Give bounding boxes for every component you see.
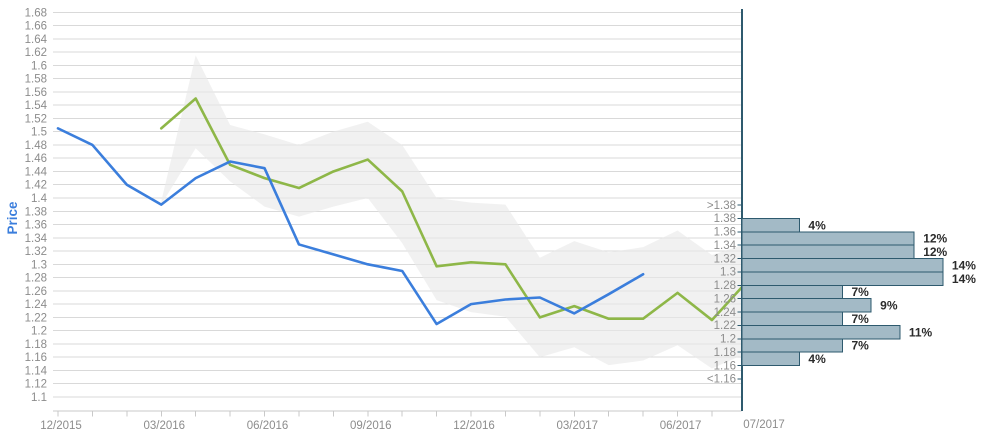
histogram-bin-label: >1.38 xyxy=(707,200,736,212)
histogram-bin-label: 1.3 xyxy=(720,267,736,279)
y-tick-label: 1.24 xyxy=(25,299,48,311)
x-tick-label: 09/2016 xyxy=(350,420,392,432)
y-tick-label: 1.26 xyxy=(25,286,47,298)
x-axis-forecast-date-label: 07/2017 xyxy=(743,419,785,431)
y-tick-label: 1.18 xyxy=(25,339,47,351)
y-tick-label: 1.34 xyxy=(25,233,48,245)
y-tick-label: 1.46 xyxy=(25,153,47,165)
x-tick-label: 06/2017 xyxy=(660,420,702,432)
histogram-bin-label: 1.24 xyxy=(714,307,737,319)
y-tick-label: 1.48 xyxy=(25,140,47,152)
y-tick-label: 1.64 xyxy=(25,34,48,46)
histogram-bar[interactable] xyxy=(741,298,872,313)
actual-price-line[interactable] xyxy=(56,127,645,326)
y-tick-label: 1.52 xyxy=(25,113,47,125)
histogram-value-label: 12% xyxy=(923,245,947,259)
histogram-value-label: 4% xyxy=(808,218,826,232)
x-tick-label: 12/2015 xyxy=(40,420,82,432)
histogram-bar[interactable] xyxy=(741,311,843,326)
y-tick-label: 1.16 xyxy=(25,352,47,364)
histogram-bin-label: 1.2 xyxy=(720,334,736,346)
histogram-bar[interactable] xyxy=(741,258,944,273)
y-tick-label: 1.3 xyxy=(31,259,47,271)
histogram-value-label: 7% xyxy=(851,339,869,353)
histogram-value-label: 4% xyxy=(808,352,826,366)
histogram-value-label: 7% xyxy=(851,312,869,326)
histogram-bin-label: 1.38 xyxy=(714,213,736,225)
x-tick-label: 12/2016 xyxy=(453,420,495,432)
histogram-bin-label: 1.28 xyxy=(714,280,736,292)
y-tick-label: 1.44 xyxy=(25,166,48,178)
histogram-value-label: 7% xyxy=(851,285,869,299)
y-tick-label: 1.42 xyxy=(25,180,47,192)
histogram-bar[interactable] xyxy=(741,351,800,367)
y-tick-label: 1.68 xyxy=(25,7,47,19)
y-tick-label: 1.62 xyxy=(25,47,47,59)
y-tick-label: 1.54 xyxy=(25,100,48,112)
histogram-bin-label: 1.32 xyxy=(714,253,736,265)
histogram-bin-label: 1.16 xyxy=(714,360,736,372)
histogram-bar[interactable] xyxy=(741,271,944,286)
y-tick-label: 1.38 xyxy=(25,206,47,218)
x-tick-label: 03/2017 xyxy=(557,420,599,432)
y-tick-label: 1.6 xyxy=(31,60,47,72)
histogram-bin-label: 1.36 xyxy=(714,227,736,239)
y-tick-label: 1.1 xyxy=(31,392,47,404)
y-tick-label: 1.2 xyxy=(31,326,47,338)
y-tick-label: 1.4 xyxy=(31,193,48,205)
histogram-bin-label: <1.16 xyxy=(707,374,736,386)
y-tick-label: 1.36 xyxy=(25,220,47,232)
histogram-bar[interactable] xyxy=(741,231,915,246)
y-axis-title: Price xyxy=(5,201,20,235)
histogram-bar[interactable] xyxy=(741,338,843,353)
histogram-bin-label: 1.18 xyxy=(714,347,736,359)
y-tick-label: 1.32 xyxy=(25,246,47,258)
confidence-band xyxy=(161,55,747,369)
histogram-bar[interactable] xyxy=(741,244,915,260)
y-tick-label: 1.22 xyxy=(25,312,47,324)
forecast-price-line[interactable] xyxy=(159,97,748,322)
histogram-bin-label: 1.26 xyxy=(714,293,736,305)
histogram-value-label: 14% xyxy=(952,272,976,286)
histogram-value-label: 12% xyxy=(923,232,947,246)
histogram-bar[interactable] xyxy=(741,324,901,340)
histogram-value-label: 14% xyxy=(952,258,976,272)
y-tick-label: 1.58 xyxy=(25,74,47,86)
histogram-value-label: 9% xyxy=(880,299,898,313)
y-tick-label: 1.56 xyxy=(25,87,47,99)
histogram-bin-label: 1.22 xyxy=(714,320,736,332)
histogram-bar[interactable] xyxy=(741,284,843,300)
x-tick-label: 06/2016 xyxy=(247,420,289,432)
x-tick-label: 03/2016 xyxy=(143,420,185,432)
histogram-bin-label: 1.34 xyxy=(714,240,737,252)
y-tick-label: 1.66 xyxy=(25,21,47,33)
y-tick-label: 1.14 xyxy=(25,365,48,377)
y-tick-label: 1.5 xyxy=(31,127,47,139)
histogram-value-label: 11% xyxy=(909,325,933,339)
y-tick-label: 1.12 xyxy=(25,379,47,391)
histogram-bar[interactable] xyxy=(741,217,800,233)
y-tick-label: 1.28 xyxy=(25,273,47,285)
